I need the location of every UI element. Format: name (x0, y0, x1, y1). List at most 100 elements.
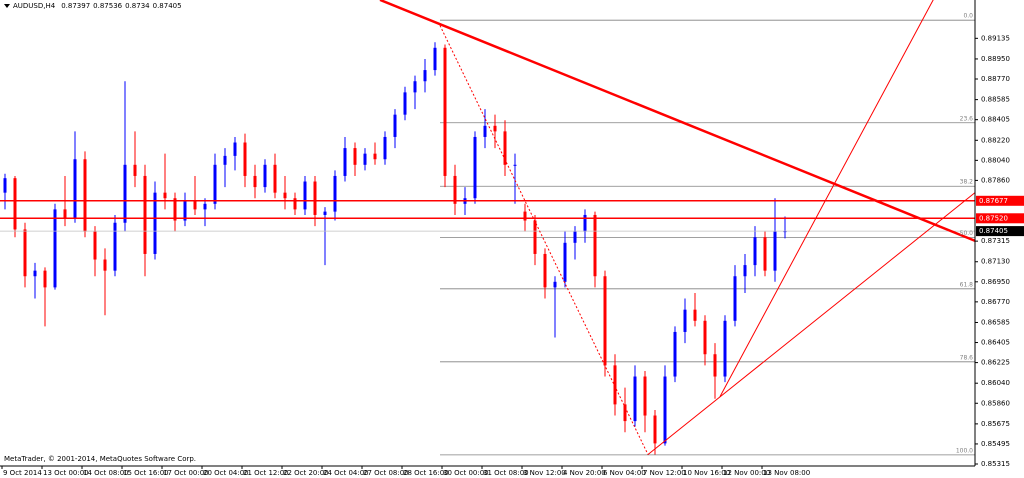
y-tick-label: 0.85860 (981, 399, 1010, 407)
candle-body (493, 125, 497, 132)
fib-label: 100.0 (956, 447, 973, 454)
x-tick-label: 31 Oct 08:00 (483, 469, 529, 477)
candle-body (383, 136, 387, 160)
candle-body (243, 142, 247, 176)
candle-body (743, 265, 747, 277)
trend-line (647, 192, 975, 455)
candle-body (453, 175, 457, 204)
x-tick-label: 21 Oct 12:00 (243, 469, 289, 477)
candle-body (253, 175, 257, 188)
candle-body (703, 320, 707, 355)
candle-body (33, 270, 37, 277)
x-tick-label: 12 Nov 00:00 (723, 469, 770, 477)
candle-body (653, 415, 657, 444)
candle-body (543, 253, 547, 288)
plot-area (0, 0, 975, 456)
candle-body (633, 376, 637, 422)
candle-body (323, 211, 327, 215)
candle-body (3, 178, 7, 193)
candle-body (143, 175, 147, 254)
candle-body (753, 237, 757, 266)
candle-body (563, 242, 567, 282)
chart-header: AUDUSD,H4 0.87397 0.87536 0.8734 0.87405 (13, 2, 182, 10)
x-tick-label: 22 Oct 20:00 (283, 469, 329, 477)
fib-label: 61.8 (960, 281, 974, 288)
y-tick-label: 0.87315 (981, 237, 1010, 245)
y-tick-label: 0.86585 (981, 318, 1010, 326)
x-tick-label: 9 Oct 2014 (3, 469, 42, 477)
trend-line (379, 0, 975, 243)
candle-body (293, 198, 297, 210)
candle-body (343, 148, 347, 176)
candle-body (303, 181, 307, 210)
price-label: 0.87405 (979, 227, 1008, 235)
candle-body (573, 231, 577, 243)
header-value: 0.87405 (153, 2, 182, 10)
x-tick-label: 17 Oct 00:00 (163, 469, 209, 477)
candle-body (433, 47, 437, 71)
trend-line (439, 25, 649, 455)
candle-body (613, 365, 617, 405)
candle-body (103, 259, 107, 271)
candle-body (603, 276, 607, 366)
fib-label: 0.0 (963, 13, 973, 20)
y-tick-label: 0.88585 (981, 96, 1010, 104)
candle-body (683, 309, 687, 332)
candle-body (423, 70, 427, 82)
candle-body (393, 114, 397, 137)
header-value: 0.8734 (125, 2, 150, 10)
candle-body (13, 178, 17, 230)
candle-body (783, 231, 787, 233)
menu-arrow (4, 4, 10, 8)
candle-body (203, 203, 207, 210)
candle-body (473, 136, 477, 199)
y-tick-label: 0.89135 (981, 34, 1010, 42)
candle-body (403, 92, 407, 115)
candle-body (513, 164, 517, 166)
candle-body (43, 270, 47, 288)
y-tick-label: 0.88405 (981, 116, 1010, 124)
candle-body (53, 209, 57, 288)
y-tick-label: 0.87130 (981, 258, 1010, 266)
candle-body (333, 175, 337, 212)
header-value: 0.87397 (61, 2, 90, 10)
x-tick-label: 28 Oct 16:00 (403, 469, 449, 477)
x-tick-label: 6 Nov 04:00 (603, 469, 646, 477)
y-tick-label: 0.86040 (981, 379, 1010, 387)
candle-body (373, 153, 377, 160)
candle-body (93, 231, 97, 260)
candle-body (713, 354, 717, 377)
candle-body (583, 214, 587, 232)
x-tick-label: 27 Oct 08:00 (363, 469, 409, 477)
candle-body (723, 320, 727, 377)
y-tick-label: 0.86225 (981, 359, 1010, 367)
candle-body (763, 237, 767, 271)
candle-body (193, 200, 197, 210)
price-label: 0.87520 (979, 214, 1008, 222)
candle-body (773, 231, 777, 271)
fib-label: 50.0 (960, 230, 974, 237)
x-tick-label: 15 Oct 16:00 (123, 469, 169, 477)
price-label-box (976, 195, 1024, 206)
candle-body (283, 192, 287, 199)
candle-body (593, 214, 597, 277)
candle-body (23, 229, 27, 277)
candle-body (503, 131, 507, 165)
price-label: 0.87677 (979, 197, 1008, 205)
candle-body (733, 276, 737, 321)
candle-body (623, 404, 627, 422)
y-tick-label: 0.88220 (981, 136, 1010, 144)
candle-body (643, 376, 647, 416)
fib-label: 23.6 (960, 115, 974, 122)
candle-body (63, 209, 67, 219)
candle-body (443, 47, 447, 176)
fib-label: 38.2 (960, 179, 974, 186)
candle-body (413, 81, 417, 93)
candle-body (153, 192, 157, 254)
candle-body (313, 181, 317, 215)
y-tick-label: 0.87860 (981, 176, 1010, 184)
candle-body (163, 192, 167, 199)
candle-body (663, 376, 667, 444)
